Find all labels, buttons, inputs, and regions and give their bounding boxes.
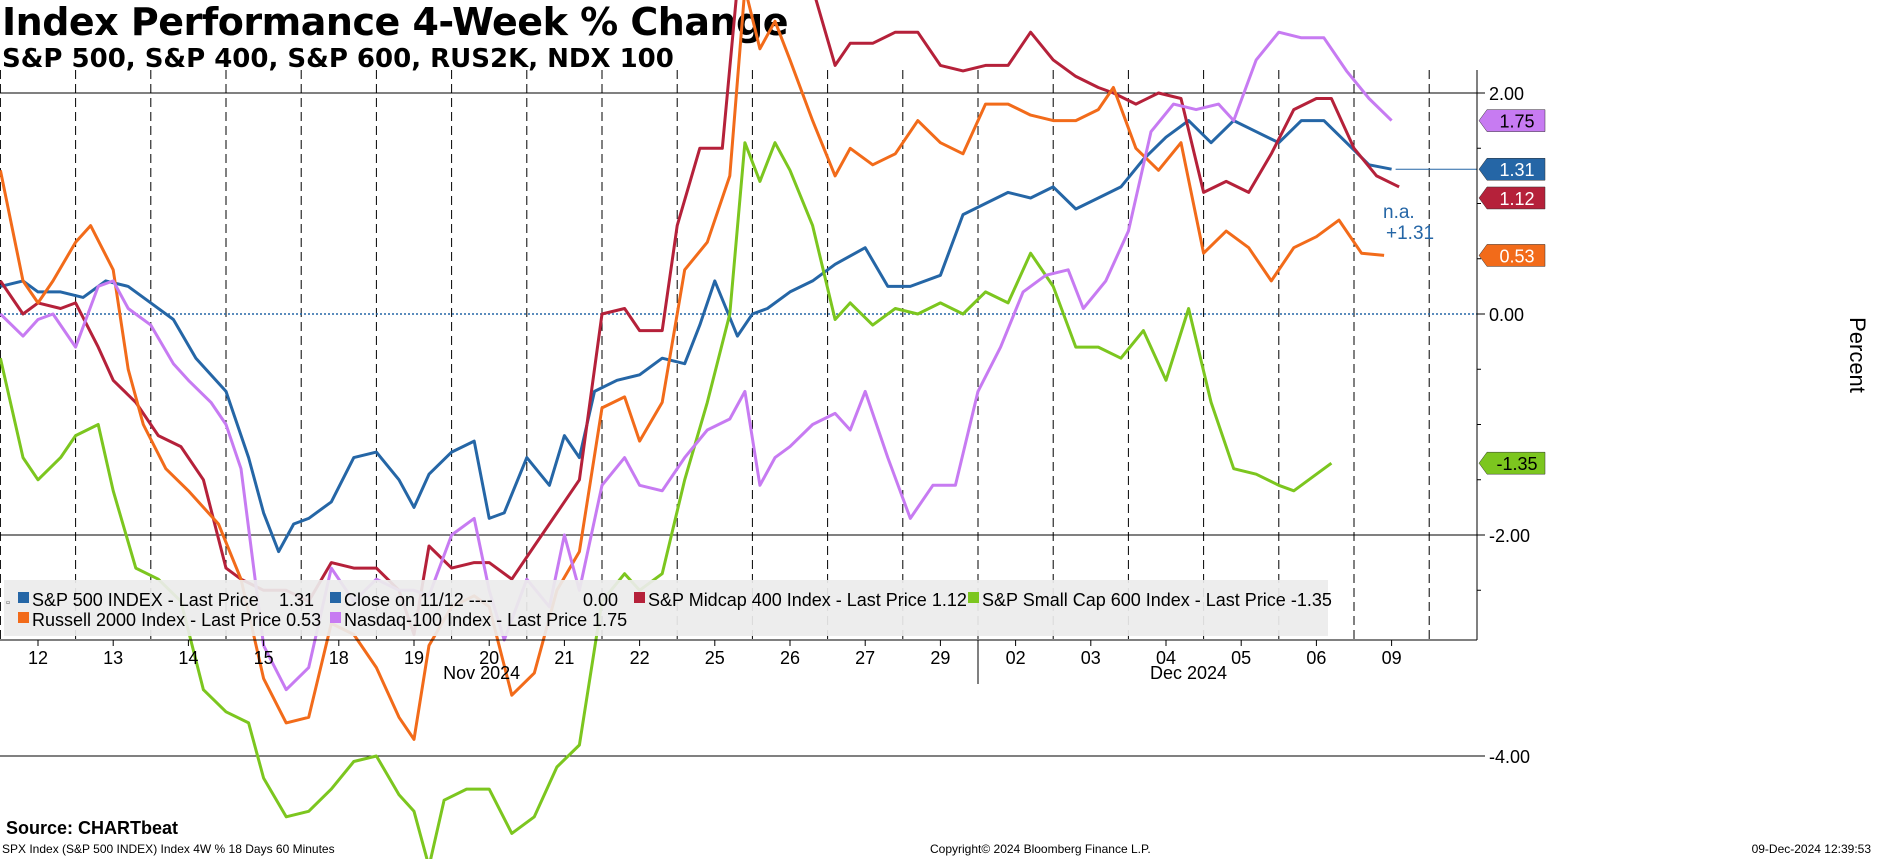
legend-label: S&P 500 INDEX - Last Price [32,590,259,610]
legend-swatch [330,592,341,603]
legend-swatch [330,612,341,623]
legend-menu-icon: ▫ [6,597,10,609]
month-label: Dec 2024 [1150,663,1227,683]
value-badge [1478,109,1546,132]
chart-title: Index Performance 4-Week % Change [2,0,789,44]
value-badge [1478,157,1546,181]
value-badge [1478,451,1546,475]
x-tick-label: 15 [254,648,274,668]
x-tick-label: 14 [178,648,198,668]
x-tick-label: 03 [1081,648,1101,668]
x-tick-label: 26 [780,648,800,668]
legend-value: 0.00 [583,590,618,610]
legend-swatch [18,612,29,623]
value-badge-label: 1.75 [1499,112,1534,132]
source-label: Source: CHARTbeat [6,818,179,838]
legend-swatch [968,592,979,603]
annotation-text: +1.31 [1386,223,1434,244]
x-tick-label: 06 [1306,648,1326,668]
legend-label: S&P Small Cap 600 Index - Last Price -1.… [982,590,1332,610]
y-tick-label: 0.00 [1489,305,1524,325]
value-badge-label: 1.12 [1499,189,1534,209]
y-axis-title: Percent [1845,317,1870,393]
series-line-nasdaq-100-index [0,30,1393,692]
y-tick-label: -4.00 [1489,747,1530,767]
value-badge [1478,244,1546,267]
legend-label: Close on 11/12 ---- [344,590,493,610]
x-tick-label: 29 [930,648,950,668]
x-tick-label: 20 [479,648,499,668]
x-tick-label: 13 [103,648,123,668]
y-tick-label: 2.00 [1489,84,1524,104]
series-line-russell-2000-index [0,0,1385,741]
x-tick-label: 27 [855,648,875,668]
legend-box [4,580,1328,636]
x-tick-label: 19 [404,648,424,668]
legend-value: 1.31 [279,590,314,610]
x-tick-label: 25 [705,648,725,668]
x-tick-label: 09 [1382,648,1402,668]
annotation-text: n.a. [1383,202,1415,223]
value-badge-label: -1.35 [1496,454,1537,474]
x-tick-label: 18 [329,648,349,668]
month-label: Nov 2024 [443,663,520,683]
legend-swatch [18,592,29,603]
x-tick-label: 21 [554,648,574,668]
value-badge [1478,186,1546,210]
value-badge-label: 1.31 [1499,160,1534,180]
x-tick-label: 05 [1231,648,1251,668]
legend-swatch [634,592,645,603]
value-badge-label: 0.53 [1499,246,1534,266]
timestamp: 09-Dec-2024 12:39:53 [1751,842,1871,856]
copyright: Copyright© 2024 Bloomberg Finance L.P. [930,842,1151,856]
x-tick-label: 04 [1156,648,1176,668]
series-line-s-p-500-index [0,119,1392,554]
legend-label: Nasdaq-100 Index - Last Price 1.75 [344,610,627,630]
chart-subtitle: S&P 500, S&P 400, S&P 600, RUS2K, NDX 10… [2,44,674,74]
legend-label: S&P Midcap 400 Index - Last Price 1.12 [648,590,967,610]
x-tick-label: 02 [1006,648,1026,668]
y-tick-label: -2.00 [1489,526,1530,546]
x-tick-label: 22 [630,648,650,668]
series-line-s-p-midcap-400-index [0,0,1400,636]
legend-label: Russell 2000 Index - Last Price 0.53 [32,610,321,630]
ticker-info: SPX Index (S&P 500 INDEX) Index 4W % 18 … [2,842,335,856]
series-line-s-p-small-cap-600-index [0,141,1333,859]
x-tick-label: 12 [28,648,48,668]
